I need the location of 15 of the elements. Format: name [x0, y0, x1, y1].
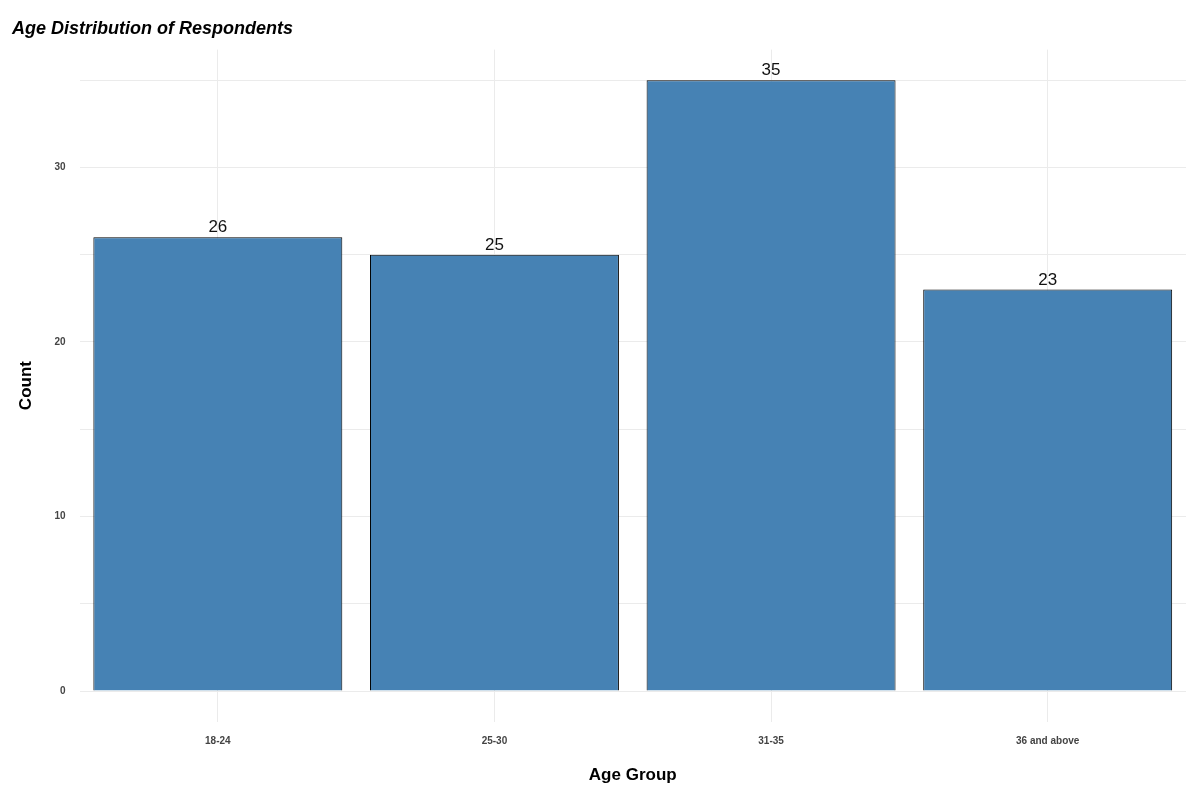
y-tick-label: 0 — [59, 684, 66, 696]
y-tick-label: 20 — [54, 335, 66, 347]
y-tick-label: 30 — [54, 161, 66, 173]
x-axis-title: Age Group — [588, 765, 677, 785]
x-tick-label: 31-35 — [758, 735, 785, 747]
x-tick-label: 36 and above — [1016, 735, 1080, 747]
data-label: 35 — [761, 60, 781, 80]
data-label: 26 — [208, 217, 228, 237]
y-axis-title: Count — [15, 360, 35, 411]
data-label: 25 — [484, 234, 504, 254]
x-tick-label: 25-30 — [481, 735, 508, 747]
y-tick-label: 10 — [54, 510, 66, 522]
data-label: 23 — [1038, 269, 1058, 289]
x-tick-label: 18-24 — [205, 735, 232, 747]
chart-title: Age Distribution of Respondents — [11, 17, 293, 38]
